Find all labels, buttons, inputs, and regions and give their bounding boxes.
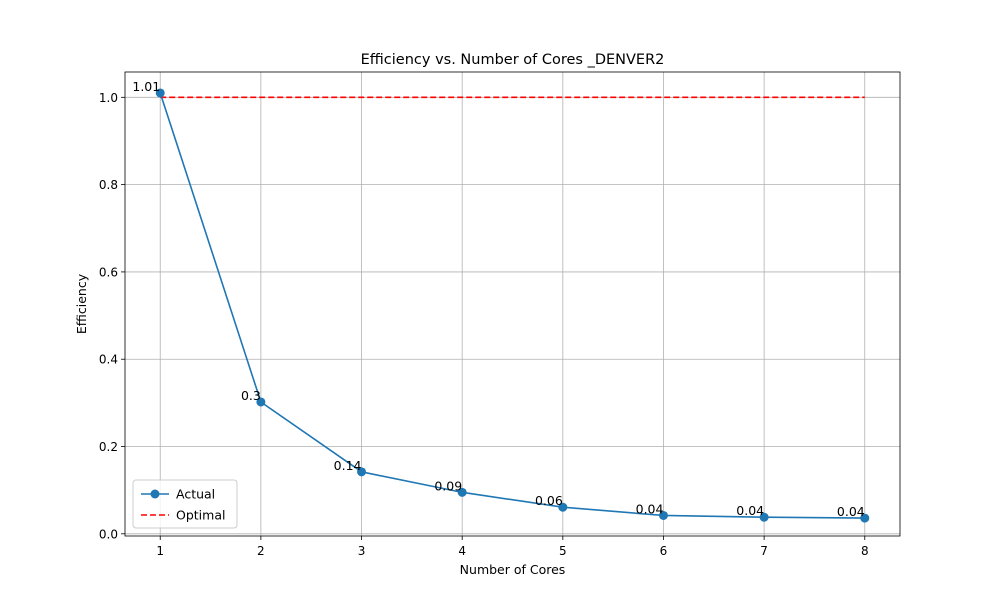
actual-data-point: [457, 487, 467, 497]
actual-data-point: [256, 397, 266, 407]
series-layer: [155, 88, 870, 523]
x-tick-label: 6: [660, 544, 668, 558]
legend-actual-label: Actual: [176, 487, 215, 502]
actual-data-label: 0.06: [535, 493, 563, 508]
actual-data-point: [759, 512, 769, 522]
y-tick-label: 0.0: [99, 527, 118, 541]
y-tick-label: 0.2: [99, 440, 118, 454]
x-tick-label: 7: [760, 544, 768, 558]
actual-data-label: 0.09: [434, 478, 462, 493]
actual-data-label: 0.04: [837, 504, 865, 519]
x-tick-label: 4: [458, 544, 466, 558]
actual-data-point: [860, 513, 870, 523]
actual-data-label: 0.04: [636, 501, 664, 516]
y-tick-label: 1.0: [99, 91, 118, 105]
legend-optimal-label: Optimal: [176, 508, 225, 523]
y-tick-label: 0.4: [99, 353, 118, 367]
actual-data-point: [155, 88, 165, 98]
actual-data-point: [357, 467, 367, 477]
legend: Actual Optimal: [132, 479, 238, 529]
y-tick-label: 0.6: [99, 265, 118, 279]
legend-actual-marker: [150, 489, 160, 499]
x-tick-label: 1: [156, 544, 164, 558]
data-label-layer: 1.01 0.3 0.14 0.09 0.06 0.04 0.04 0.04: [132, 79, 864, 519]
x-tick-label: 5: [559, 544, 567, 558]
actual-data-label: 1.01: [132, 79, 160, 94]
x-tick-label: 8: [861, 544, 869, 558]
actual-data-label: 0.04: [736, 503, 764, 518]
y-axis-label: Efficiency: [74, 273, 89, 334]
actual-data-point: [558, 502, 568, 512]
x-tick-label: 2: [257, 544, 265, 558]
actual-data-label: 0.3: [241, 388, 261, 403]
actual-data-point: [658, 510, 668, 520]
actual-series-line: [159, 92, 865, 519]
actual-data-label: 0.14: [334, 458, 362, 473]
chart-title: Efficiency vs. Number of Cores _DENVER2: [361, 52, 665, 68]
y-tick-label: 0.8: [99, 178, 118, 192]
tick-layer: 1 2 3 4 5 6 7 8 0.0 0.2 0.4 0.6 0.8 1.0: [99, 91, 869, 558]
x-axis-label: Number of Cores: [460, 562, 566, 577]
plot-frame: [124, 71, 901, 537]
x-tick-label: 3: [358, 544, 366, 558]
